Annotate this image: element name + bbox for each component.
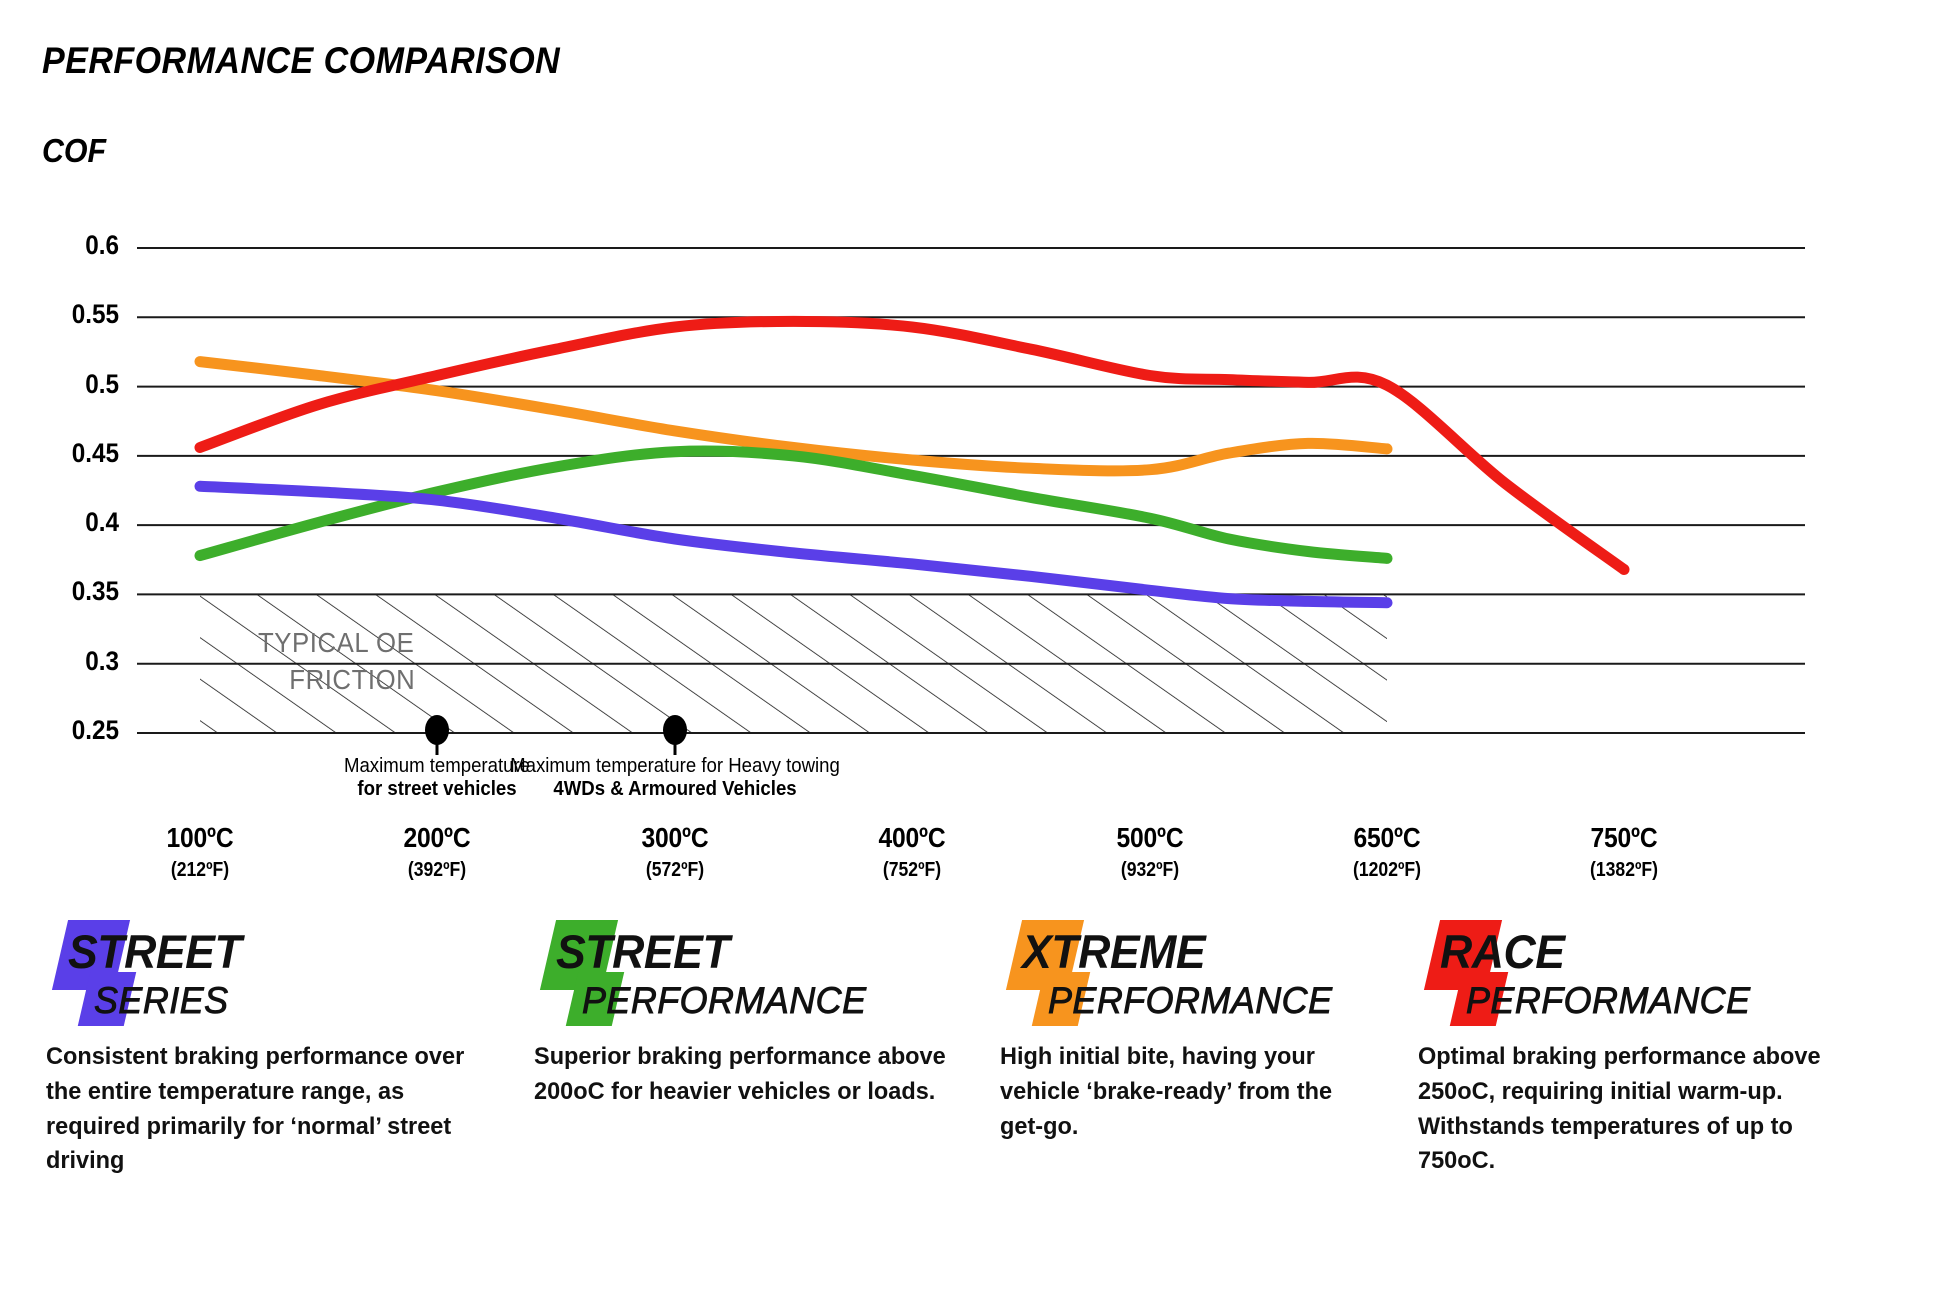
legend-description: High initial bite, having your vehicle ‘…: [1000, 1043, 1333, 1140]
logo-xtreme-performance: XTREME PERFORMANCE: [1000, 918, 1400, 1036]
annotation-note-street-vehicles: Maximum temperature for street vehicles: [312, 755, 562, 801]
y-axis-tick-label: 0.35: [71, 576, 119, 607]
x-axis-tick-400: 400ºC (752ºF): [817, 822, 1007, 882]
x-tick-fahrenheit: (752ºF): [882, 859, 942, 881]
x-tick-celsius: 750ºC: [1590, 822, 1658, 853]
x-tick-celsius: 500ºC: [1116, 822, 1184, 853]
logo-line1: STREET: [68, 925, 242, 978]
x-tick-fahrenheit: (392ºF): [407, 859, 467, 881]
y-axis-tick-label: 0.3: [85, 645, 119, 676]
logo-line1: STREET: [556, 925, 730, 978]
performance-chart: 0.6 0.55 0.5 0.45 0.4 0.35 0.3 0.25 100ºC (212ºF…: [71, 230, 1805, 882]
typical-oe-friction-band: [200, 594, 1387, 733]
x-tick-celsius: 300ºC: [641, 822, 709, 853]
typical-oe-friction-label: TYPICAL OE FRICTION: [258, 625, 415, 699]
x-tick-celsius: 650ºC: [1353, 822, 1421, 853]
x-tick-fahrenheit: (572ºF): [645, 859, 705, 881]
y-axis-tick-label: 0.55: [71, 299, 119, 330]
legend-description: Optimal braking performance above 250oC,…: [1418, 1043, 1821, 1175]
x-axis-tick-500: 500ºC (932ºF): [1055, 822, 1245, 882]
oe-label-line1: TYPICAL OE: [258, 627, 415, 658]
series-line-street-series: [194, 480, 1393, 609]
y-axis-tick-label: 0.6: [85, 230, 119, 260]
page-title: PERFORMANCE COMPARISON: [42, 40, 561, 81]
x-axis-tick-650: 650ºC (1202ºF): [1292, 822, 1482, 882]
logo-race-performance: RACE PERFORMANCE: [1418, 918, 1888, 1036]
annotation-line2: 4WDs & Armoured Vehicles: [553, 778, 797, 800]
y-axis-title: COF: [42, 132, 107, 169]
legend-item-race-performance: RACE PERFORMANCE Optimal braking perform…: [1418, 918, 1888, 1174]
legend-description: Consistent braking performance over the …: [46, 1043, 465, 1175]
chart-series-lines: [194, 315, 1630, 609]
x-axis-tick-750: 750ºC (1382ºF): [1529, 822, 1719, 882]
series-line-race-performance: [194, 315, 1630, 575]
annotation-line2: for street vehicles: [357, 778, 517, 800]
annotation-note-heavy-towing: Maximum temperature for Heavy towing 4WD…: [461, 755, 889, 801]
chart-canvas: [137, 247, 1805, 755]
logo-line2: PERFORMANCE: [1466, 980, 1751, 1022]
logo-line1: RACE: [1440, 925, 1565, 978]
x-tick-fahrenheit: (1382ºF): [1589, 859, 1659, 881]
x-axis-tick-200: 200ºC (392ºF): [342, 822, 532, 882]
logo-line2: SERIES: [94, 980, 229, 1022]
logo-line1: XTREME: [1022, 925, 1206, 978]
logo-line2: PERFORMANCE: [1048, 980, 1333, 1022]
legend-item-street-performance: STREET PERFORMANCE Superior braking perf…: [534, 918, 984, 1105]
x-tick-celsius: 100ºC: [166, 822, 234, 853]
legend-item-xtreme-performance: XTREME PERFORMANCE High initial bite, ha…: [1000, 918, 1400, 1140]
series-line-street-performance: [194, 445, 1393, 564]
logo-street-performance: STREET PERFORMANCE: [534, 918, 984, 1036]
x-axis-tick-100: 100ºC (212ºF): [105, 822, 295, 882]
legend-description: Superior braking performance above 200oC…: [534, 1043, 946, 1105]
x-tick-fahrenheit: (212ºF): [170, 859, 230, 881]
oe-friction-hatch: [200, 594, 1387, 733]
logo-line2: PERFORMANCE: [582, 980, 867, 1022]
annotation-line1: Maximum temperature for Heavy towing: [510, 755, 840, 777]
x-axis-tick-300: 300ºC (572ºF): [580, 822, 770, 882]
x-tick-fahrenheit: (1202ºF): [1352, 859, 1422, 881]
x-tick-celsius: 200ºC: [403, 822, 471, 853]
y-axis-tick-label: 0.4: [85, 507, 119, 538]
annotation-markers: [425, 715, 687, 755]
y-axis-tick-label: 0.45: [71, 437, 119, 468]
annotation-dot: [663, 715, 687, 745]
legend-item-street-series: STREET SERIES Consistent braking perform…: [46, 918, 486, 1174]
annotation-dot: [425, 715, 449, 745]
y-axis-tick-label: 0.5: [85, 368, 119, 399]
series-line-xtreme-performance: [194, 356, 1393, 477]
x-tick-celsius: 400ºC: [878, 822, 946, 853]
y-axis-tick-label: 0.25: [71, 715, 119, 745]
x-tick-fahrenheit: (932ºF): [1120, 859, 1180, 881]
logo-street-series: STREET SERIES: [46, 918, 486, 1036]
oe-label-line2: FRICTION: [289, 663, 416, 695]
legend-panel: STREET SERIES Consistent braking perform…: [0, 918, 1946, 1310]
annotation-line1: Maximum temperature: [343, 755, 531, 777]
